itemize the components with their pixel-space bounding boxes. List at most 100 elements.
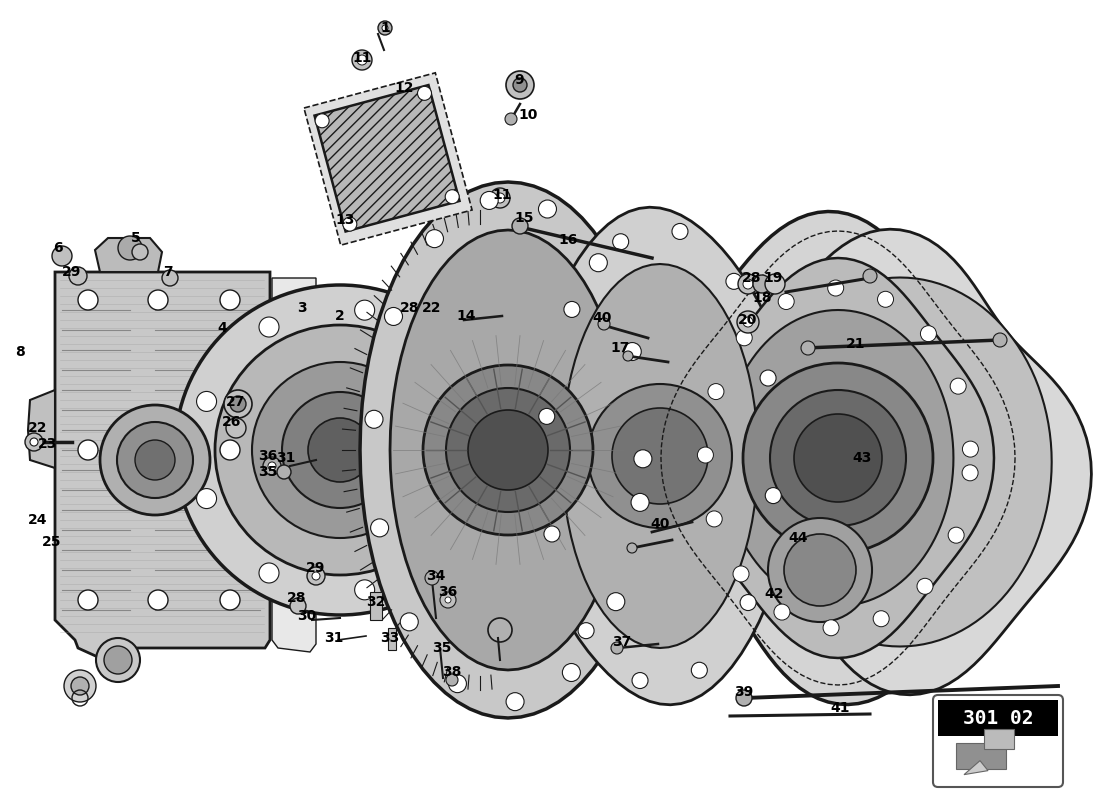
Text: 22: 22 [422,301,442,315]
Circle shape [69,267,87,285]
Circle shape [446,674,458,686]
Circle shape [737,311,759,333]
Circle shape [290,598,306,614]
Circle shape [426,230,443,248]
Polygon shape [748,278,1052,646]
Circle shape [612,408,708,504]
Circle shape [539,200,557,218]
Circle shape [371,519,388,537]
Circle shape [315,114,329,128]
Circle shape [697,447,714,463]
Text: 33: 33 [381,631,399,645]
Text: 12: 12 [394,81,414,95]
Circle shape [220,440,240,460]
Text: 17: 17 [610,341,629,355]
Text: 18: 18 [752,291,772,305]
Circle shape [610,642,623,654]
Text: 40: 40 [592,311,612,325]
Circle shape [378,21,392,35]
Circle shape [495,193,505,203]
Circle shape [446,190,459,204]
Circle shape [672,223,688,239]
Circle shape [708,383,724,399]
Circle shape [921,326,936,342]
Circle shape [418,86,431,100]
Text: 28: 28 [287,591,307,605]
Text: 27: 27 [227,395,245,409]
Text: 25: 25 [42,535,62,549]
Circle shape [343,217,356,231]
Circle shape [358,55,367,65]
Circle shape [513,78,527,92]
Circle shape [878,291,893,307]
Text: 3: 3 [297,301,307,315]
Circle shape [96,638,140,682]
Text: 13: 13 [336,213,354,227]
Polygon shape [524,207,796,705]
Bar [388,628,396,650]
Circle shape [590,254,607,272]
Polygon shape [646,211,1031,705]
Circle shape [543,526,560,542]
Bar [370,592,382,620]
Circle shape [197,489,217,509]
Circle shape [308,418,372,482]
Circle shape [64,670,96,702]
Text: 9: 9 [514,73,524,87]
Circle shape [736,690,752,706]
Circle shape [354,300,375,320]
Circle shape [104,646,132,674]
Text: 19: 19 [763,271,783,285]
Circle shape [354,580,375,600]
Circle shape [382,25,388,31]
Circle shape [307,567,324,585]
Text: 29: 29 [306,561,326,575]
Text: 11: 11 [352,51,372,65]
Circle shape [738,274,758,294]
Circle shape [439,531,459,551]
Circle shape [917,578,933,594]
Text: 31: 31 [276,451,296,465]
Polygon shape [360,182,656,718]
Circle shape [564,302,580,318]
Polygon shape [55,272,270,660]
Circle shape [282,392,398,508]
Circle shape [962,441,978,457]
Text: 40: 40 [650,517,670,531]
Circle shape [277,465,292,479]
Text: 29: 29 [63,265,81,279]
Circle shape [224,390,252,418]
Text: 11: 11 [493,188,512,202]
Circle shape [794,414,882,502]
Polygon shape [964,761,988,774]
Circle shape [132,244,148,260]
Text: 6: 6 [53,241,63,255]
Polygon shape [304,73,472,245]
Circle shape [400,613,418,631]
Polygon shape [723,310,954,606]
Text: 31: 31 [324,631,343,645]
Circle shape [148,590,168,610]
Circle shape [226,418,246,438]
Circle shape [950,378,966,394]
Circle shape [598,318,611,330]
Text: 38: 38 [442,665,462,679]
Circle shape [774,604,790,620]
Text: 43: 43 [852,451,871,465]
Circle shape [562,663,581,682]
Circle shape [440,592,456,608]
Circle shape [449,674,466,693]
Circle shape [742,363,933,553]
Circle shape [78,590,98,610]
Circle shape [446,597,451,603]
Circle shape [258,317,279,337]
Text: 14: 14 [456,309,475,323]
Circle shape [823,620,839,636]
Circle shape [268,462,276,470]
Circle shape [352,50,372,70]
Circle shape [588,384,732,528]
Circle shape [78,440,98,460]
Circle shape [742,317,754,327]
Circle shape [627,543,637,553]
Circle shape [691,662,707,678]
